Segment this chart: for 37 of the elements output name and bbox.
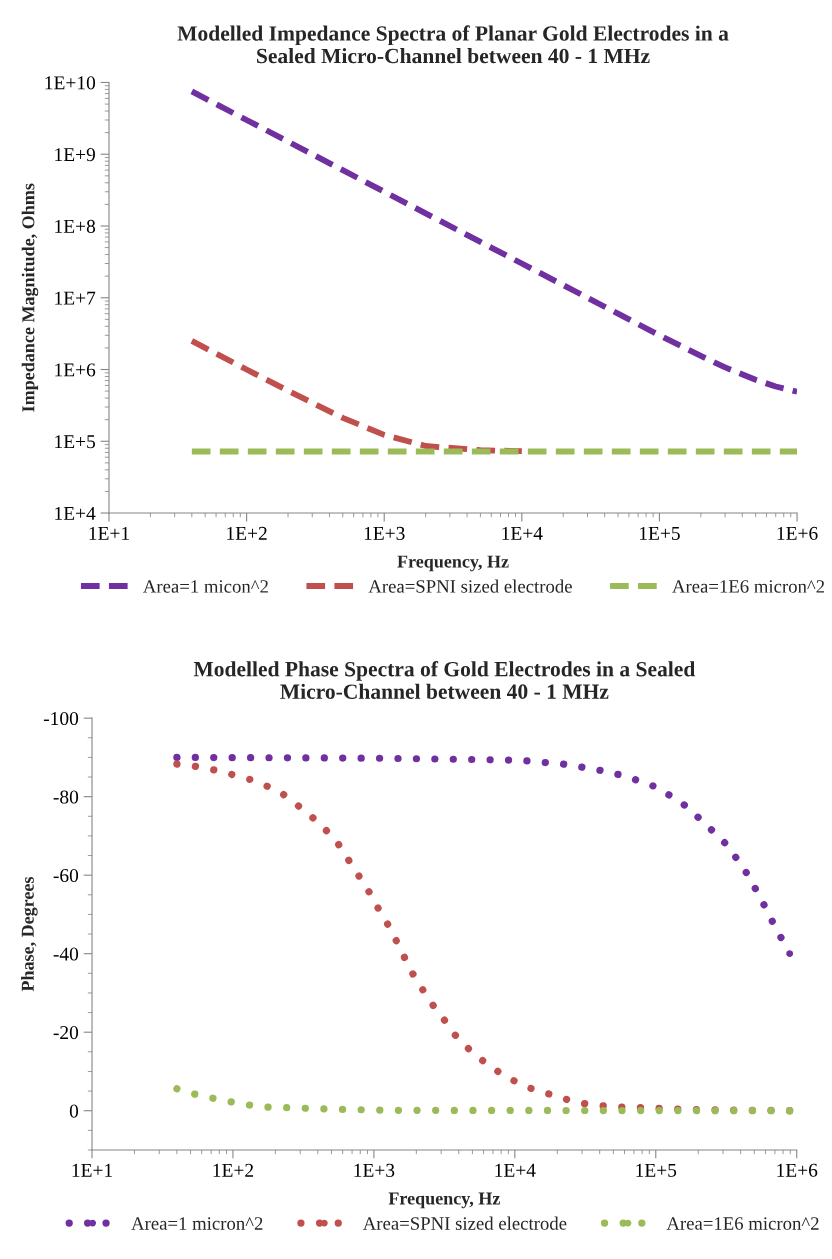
y-tick-label: 1E+7 (55, 291, 96, 305)
x-tick-label: 1E+3 (354, 1163, 395, 1177)
legend-label: Area=1E6 micron^2 (666, 1217, 819, 1230)
x-axis-title: Frequency, Hz (388, 1192, 500, 1209)
y-axis-title: Impedance Magnitude, Ohms (21, 183, 39, 412)
chart-title: Modelled Impedance Spectra of Planar Gold Electrodes in a Sealed Micro-Channel between 40 - 1 MHz (177, 25, 729, 64)
x-tick-label: 1E+6 (777, 526, 818, 540)
x-tick-label: 1E+1 (89, 526, 129, 540)
y-tick-label: 1E+9 (55, 148, 95, 162)
y-axis-title: Phase, Degrees (21, 877, 38, 992)
x-tick-label: 1E+2 (227, 526, 267, 540)
x-tick-label: 1E+5 (636, 1163, 677, 1177)
y-tick-label: 0 (69, 1104, 79, 1118)
y-tick-label: 1E+6 (55, 363, 96, 377)
y-tick-label: 1E+4 (55, 506, 96, 520)
x-tick-label: 1E+2 (213, 1163, 254, 1177)
y-tick-label: 1E+5 (55, 435, 96, 449)
y-tick-label: -100 (43, 711, 79, 726)
y-tick-label: -80 (53, 790, 79, 804)
x-tick-label: 1E+4 (495, 1163, 536, 1177)
y-tick-label: -20 (53, 1026, 79, 1040)
chart-title: Modelled Phase Spectra of Gold Electrodes in a Sealed Micro-Channel between 40 - 1 MHz (193, 661, 696, 699)
legend-label: Area=SPNI sized electrode (362, 1216, 567, 1230)
y-tick-label: -40 (53, 947, 79, 961)
x-tick-label: 1E+6 (777, 1163, 818, 1177)
legend-label: Area=1E6 micron^2 (672, 580, 825, 593)
y-tick-label: 1E+8 (55, 219, 96, 233)
x-tick-label: 1E+3 (364, 526, 405, 540)
legend-label: Area=1 micron^2 (131, 1217, 263, 1230)
y-tick-label: 1E+10 (45, 76, 96, 90)
legend-label: Area=1 micon^2 (143, 580, 268, 593)
x-axis-title: Frequency, Hz (397, 555, 509, 572)
x-tick-label: 1E+5 (640, 526, 680, 540)
x-tick-label: 1E+1 (72, 1163, 112, 1177)
legend-label: Area=SPNI sized electrode (368, 579, 572, 593)
x-tick-label: 1E+4 (502, 526, 543, 540)
y-tick-label: -60 (53, 868, 79, 883)
